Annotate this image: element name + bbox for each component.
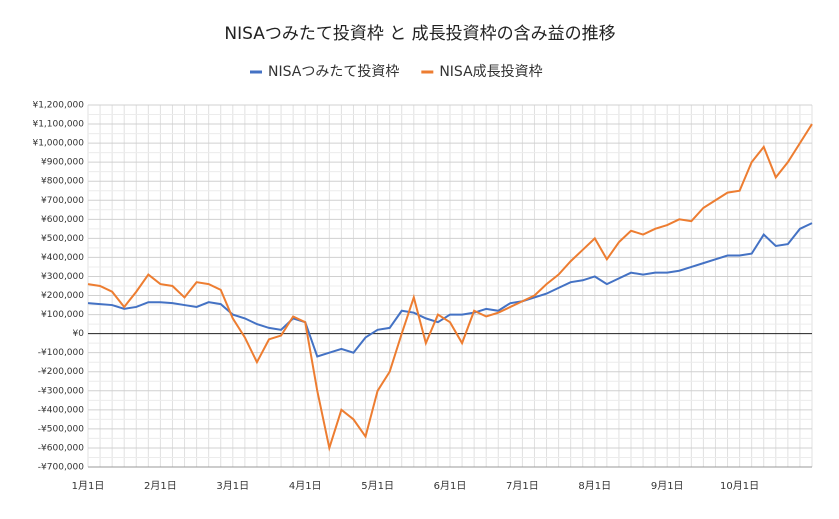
y-tick-label: ¥1,100,000 [32,120,84,130]
y-tick-label: -¥600,000 [38,443,84,453]
legend-label: NISAつみたて投資枠 [268,64,399,80]
x-tick-label: 10月1日 [720,480,759,492]
y-tick-label: -¥100,000 [38,348,84,358]
series-line [87,123,813,452]
y-tick-label: ¥200,000 [41,291,84,301]
y-tick-label: -¥400,000 [38,405,84,415]
y-tick-label: ¥100,000 [41,310,84,320]
y-tick-label: ¥800,000 [41,177,84,187]
y-tick-label: -¥700,000 [38,463,84,473]
x-tick-label: 6月1日 [434,480,467,492]
x-tick-label: 5月1日 [361,480,394,492]
x-tick-label: 2月1日 [144,480,177,492]
legend-label: NISA成長投資枠 [439,64,542,80]
y-tick-label: ¥1,200,000 [32,101,84,111]
x-tick-label: 3月1日 [216,480,249,492]
y-tick-label: ¥0 [73,329,85,339]
y-tick-label: -¥500,000 [38,424,84,434]
x-tick-label: 9月1日 [651,480,684,492]
x-tick-label: 8月1日 [578,480,611,492]
x-tick-label: 7月1日 [506,480,539,492]
y-tick-label: ¥500,000 [41,234,84,244]
x-tick-label: 4月1日 [289,480,322,492]
y-tick-label: ¥900,000 [41,158,84,168]
y-tick-label: ¥300,000 [41,272,84,282]
chart-title: NISAつみたて投資枠 と 成長投資枠の含み益の推移 [224,24,615,44]
series-line [87,222,813,358]
y-tick-label: -¥300,000 [38,386,84,396]
y-tick-label: ¥700,000 [41,196,84,206]
x-tick-label: 1月1日 [72,480,105,492]
y-tick-label: -¥200,000 [38,367,84,377]
y-tick-label: ¥400,000 [41,253,84,263]
y-tick-label: ¥1,000,000 [32,139,84,149]
y-tick-label: ¥600,000 [41,215,84,225]
